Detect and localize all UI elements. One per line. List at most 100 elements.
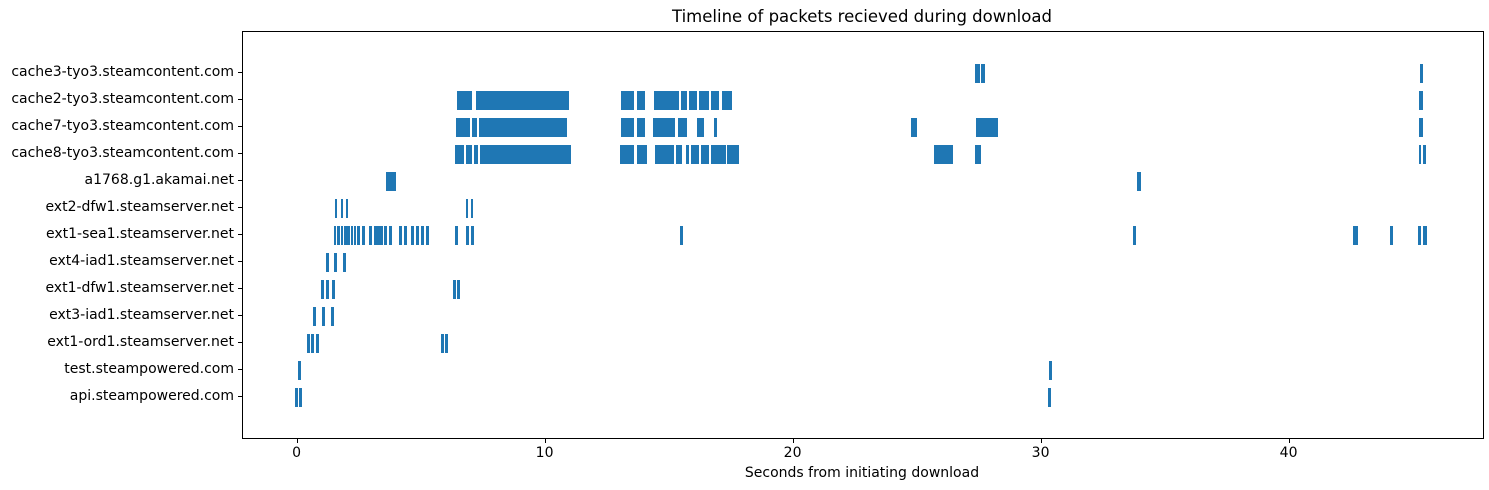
y-tick-mark (238, 72, 242, 73)
x-tick-mark (1040, 439, 1042, 443)
event-mark (981, 63, 986, 83)
event-mark (1419, 90, 1423, 110)
event-mark (619, 144, 634, 164)
event-mark (445, 333, 449, 353)
event-mark (345, 198, 349, 218)
event-mark (311, 333, 315, 353)
y-tick-mark (238, 315, 242, 316)
x-tick-mark (1288, 439, 1290, 443)
event-mark (385, 171, 397, 191)
event-mark (384, 225, 388, 245)
event-mark (710, 144, 726, 164)
event-mark (675, 144, 683, 164)
event-mark (353, 225, 357, 245)
event-mark (1352, 225, 1358, 245)
event-mark (471, 225, 475, 245)
event-mark (465, 198, 468, 218)
y-tick-mark (238, 288, 242, 289)
event-mark (410, 225, 414, 245)
event-mark (313, 306, 317, 326)
event-mark (455, 225, 459, 245)
y-tick-mark (238, 234, 242, 235)
event-mark (636, 117, 646, 137)
event-mark (334, 198, 338, 218)
y-axis-label: ext3-iad1.steamserver.net (49, 307, 234, 323)
y-axis-label: cache2-tyo3.steamcontent.com (11, 91, 234, 107)
event-mark (697, 117, 704, 137)
event-mark (910, 117, 917, 137)
y-tick-mark (238, 126, 242, 127)
y-axis-label: ext4-iad1.steamserver.net (49, 253, 234, 269)
event-mark (680, 90, 688, 110)
event-mark (398, 225, 402, 245)
event-mark (475, 90, 569, 110)
y-tick-mark (238, 261, 242, 262)
event-mark (344, 225, 347, 245)
event-mark (974, 63, 980, 83)
event-mark (325, 252, 329, 272)
y-axis-label: cache7-tyo3.steamcontent.com (11, 118, 234, 134)
y-axis-label: test.steampowered.com (64, 361, 234, 377)
event-mark (654, 144, 674, 164)
event-mark (306, 333, 310, 353)
event-mark (441, 333, 445, 353)
y-tick-mark (238, 153, 242, 154)
event-mark (1423, 225, 1427, 245)
y-axis-label: ext1-ord1.steamserver.net (47, 334, 234, 350)
event-mark (700, 144, 709, 164)
event-mark (457, 279, 461, 299)
event-mark (1390, 225, 1394, 245)
event-mark (621, 90, 634, 110)
event-mark (471, 117, 478, 137)
event-mark (1048, 360, 1052, 380)
plot-area (242, 31, 1484, 439)
event-mark (1047, 387, 1051, 407)
event-mark (415, 225, 419, 245)
x-tick-label: 40 (1279, 445, 1298, 461)
y-tick-mark (238, 396, 242, 397)
event-mark (350, 225, 354, 245)
event-mark (1422, 144, 1426, 164)
x-tick-label: 10 (535, 445, 554, 461)
event-mark (698, 90, 709, 110)
event-mark (620, 117, 634, 137)
event-mark (357, 225, 360, 245)
event-mark (330, 306, 335, 326)
event-mark (1419, 63, 1424, 83)
event-mark (388, 225, 392, 245)
y-axis-label: ext1-dfw1.steamserver.net (45, 280, 234, 296)
event-mark (340, 198, 344, 218)
x-tick-mark (792, 439, 794, 443)
x-tick-label: 0 (292, 445, 302, 461)
event-mark (455, 117, 470, 137)
event-mark (1137, 171, 1141, 191)
event-mark (727, 144, 739, 164)
event-mark (974, 144, 981, 164)
y-tick-mark (238, 342, 242, 343)
event-mark (333, 252, 338, 272)
event-mark (465, 225, 469, 245)
event-mark (340, 225, 344, 245)
event-mark (465, 144, 473, 164)
x-tick-mark (296, 439, 298, 443)
event-mark (453, 279, 457, 299)
event-mark (373, 225, 383, 245)
event-mark (722, 90, 733, 110)
event-mark (403, 225, 407, 245)
event-mark (1418, 144, 1422, 164)
event-mark (688, 90, 698, 110)
y-axis-label: a1768.g1.akamai.net (84, 172, 234, 188)
event-mark (454, 144, 464, 164)
x-tick-label: 20 (783, 445, 802, 461)
event-mark (331, 279, 335, 299)
event-mark (297, 360, 301, 380)
event-mark (678, 117, 688, 137)
event-mark (337, 225, 340, 245)
event-mark (425, 225, 429, 245)
y-tick-mark (238, 180, 242, 181)
event-mark (298, 387, 302, 407)
event-mark (637, 90, 646, 110)
chart-title: Timeline of packets recieved during down… (672, 7, 1052, 26)
x-tick-label: 30 (1031, 445, 1050, 461)
